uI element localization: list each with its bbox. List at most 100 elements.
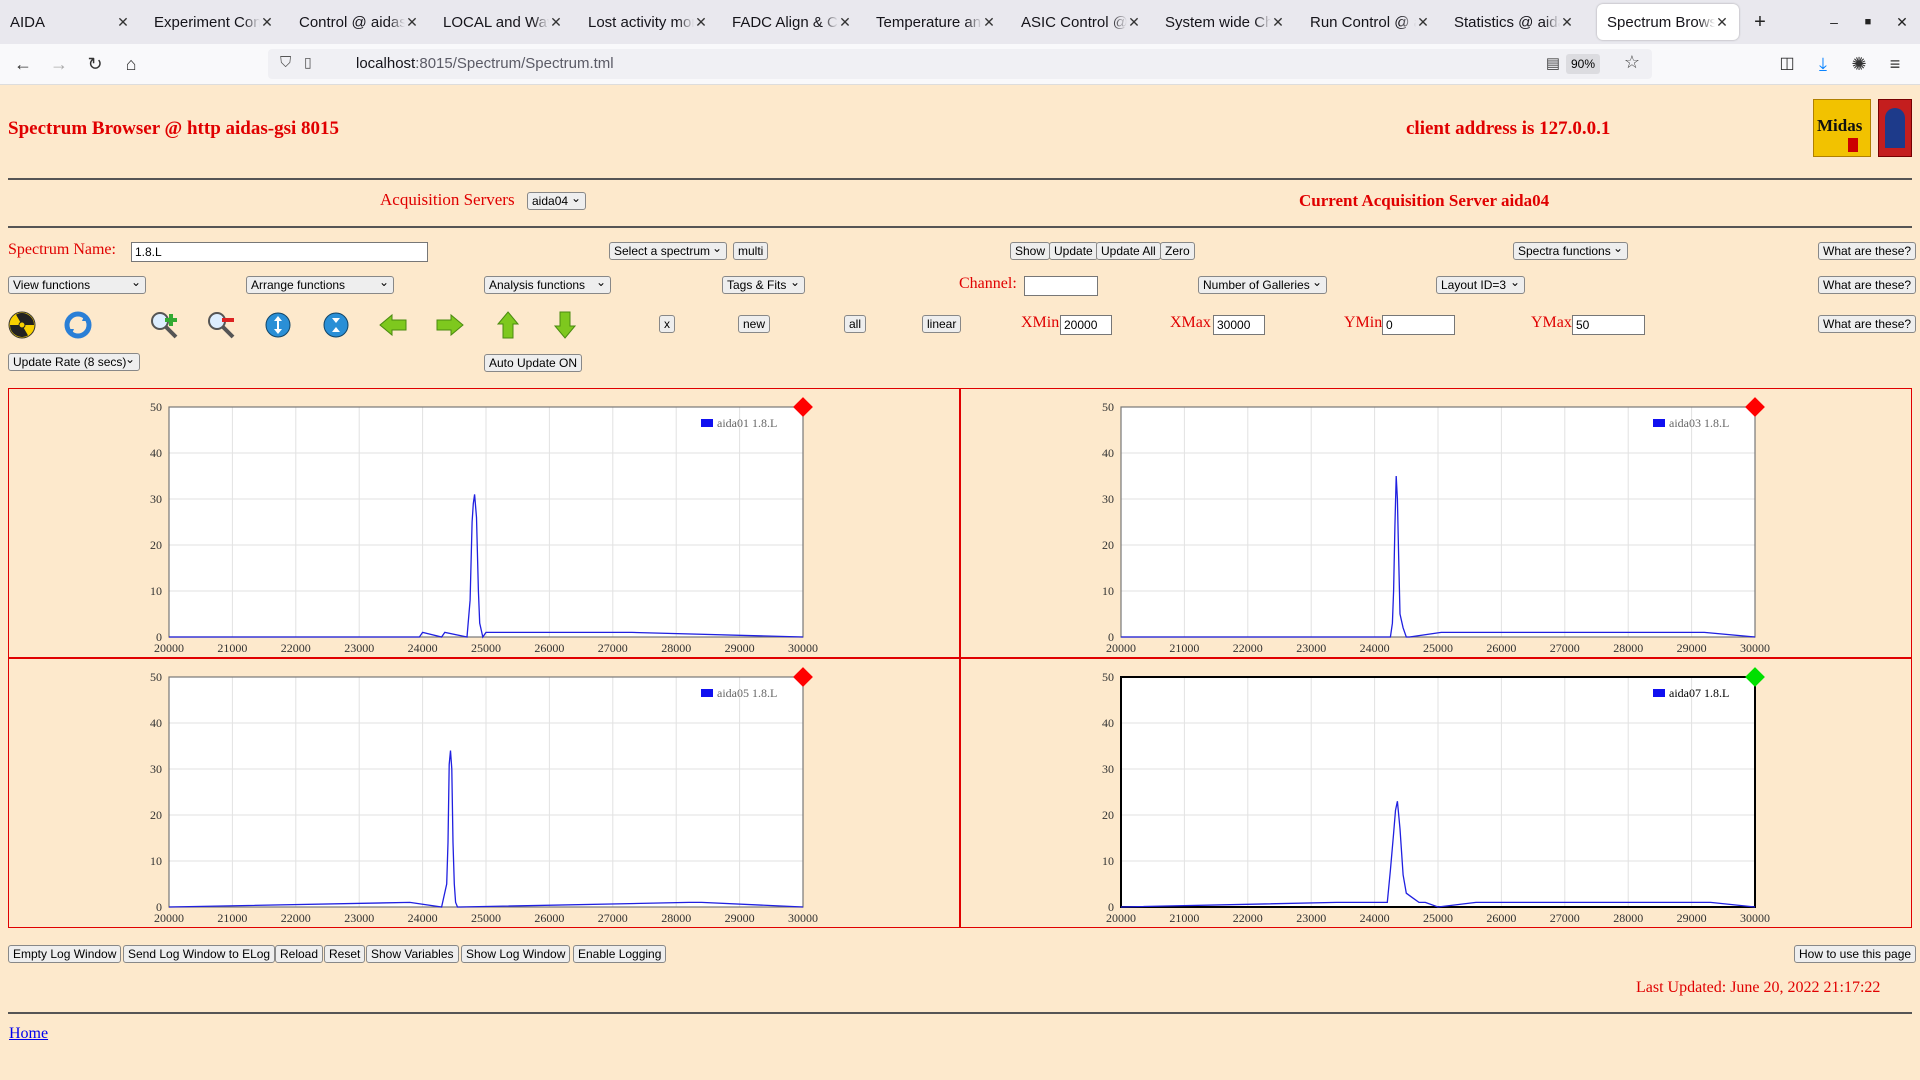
ymax-input[interactable]: 50 <box>1572 315 1645 335</box>
spectrum-chart[interactable]: 20000 21000 22000 23000 24000 25000 26000 27000… <box>961 389 1911 657</box>
close-tab-icon[interactable]: ✕ <box>695 13 707 30</box>
back-icon[interactable]: ← <box>14 54 32 74</box>
tab-2[interactable]: Experiment Control✕ <box>144 4 284 40</box>
ymin-input[interactable]: 0 <box>1382 315 1455 335</box>
maximize-icon[interactable]: ■ <box>1864 16 1872 28</box>
what-are-these-button[interactable]: What are these? <box>1818 276 1917 294</box>
forward-icon[interactable]: → <box>50 54 68 74</box>
expand-y-icon[interactable] <box>263 310 293 340</box>
close-tab-icon[interactable]: ✕ <box>261 13 273 30</box>
arrange-functions-dropdown[interactable]: Arrange functions <box>246 274 394 294</box>
channel-input[interactable] <box>1024 276 1098 296</box>
select-spectrum-dropdown[interactable]: Select a spectrum <box>609 240 727 260</box>
close-tab-icon[interactable]: ✕ <box>406 13 418 30</box>
update-all-button[interactable]: Update All <box>1096 242 1161 260</box>
tab-10[interactable]: Run Control @ aidas✕ <box>1300 4 1440 40</box>
close-window-icon[interactable]: ✕ <box>1896 14 1908 30</box>
minimize-icon[interactable]: – <box>1830 14 1838 30</box>
view-functions-dropdown[interactable]: View functions <box>8 274 146 294</box>
reset-button[interactable]: Reset <box>324 945 366 963</box>
spectrum-chart[interactable]: 20000 21000 22000 23000 24000 25000 26000 27000… <box>961 659 1911 927</box>
bookmark-star-icon[interactable]: ☆ <box>1623 52 1640 72</box>
show-log-window-button[interactable]: Show Log Window <box>461 945 571 963</box>
how-to-use-button[interactable]: How to use this page <box>1794 945 1917 963</box>
auto-update-button[interactable]: Auto Update ON <box>484 354 583 372</box>
x-tick-label: 26000 <box>1486 641 1516 655</box>
update-button[interactable]: Update <box>1049 242 1098 260</box>
tab-12[interactable]: Spectrum Browser✕ <box>1597 4 1739 40</box>
xmax-input[interactable]: 30000 <box>1213 315 1265 335</box>
tags-fits-dropdown[interactable]: Tags & Fits <box>722 274 805 294</box>
pocket-icon[interactable]: ◫ <box>1779 55 1795 72</box>
close-tab-icon[interactable]: ✕ <box>1417 13 1429 30</box>
tab-11[interactable]: Statistics @ aidas-gsi✕ <box>1444 4 1584 40</box>
empty-log-button[interactable]: Empty Log Window <box>8 945 122 963</box>
send-log-elog-button[interactable]: Send Log Window to ELog <box>123 945 276 963</box>
zoom-in-icon[interactable] <box>149 310 179 340</box>
what-are-these-button[interactable]: What are these? <box>1818 315 1917 333</box>
tab-4[interactable]: LOCAL and Waveform✕ <box>433 4 573 40</box>
menu-icon[interactable]: ≡ <box>1889 54 1901 74</box>
spectrum-panel[interactable]: 20000 21000 22000 23000 24000 25000 26000 27000… <box>8 658 960 928</box>
what-are-these-button[interactable]: What are these? <box>1818 242 1917 260</box>
close-tab-icon[interactable]: ✕ <box>1128 13 1140 30</box>
close-tab-icon[interactable]: ✕ <box>1561 13 1573 30</box>
number-of-galleries-dropdown[interactable]: Number of Galleries <box>1198 274 1327 294</box>
multi-button[interactable]: multi <box>733 242 769 260</box>
spectrum-panel[interactable]: 20000 21000 22000 23000 24000 25000 26000 27000… <box>960 388 1912 658</box>
x-tick-label: 24000 <box>408 641 438 655</box>
radiation-icon[interactable] <box>7 310 37 340</box>
layout-dropdown[interactable]: Layout ID=3 <box>1436 274 1525 294</box>
reload-icon[interactable]: ↻ <box>87 54 103 74</box>
all-button[interactable]: all <box>844 315 867 333</box>
close-tab-icon[interactable]: ✕ <box>117 13 129 30</box>
url-bar[interactable]: ⛉ ▯ localhost:8015/Spectrum/Spectrum.tml… <box>268 49 1652 79</box>
refresh-icon[interactable] <box>63 310 93 340</box>
arrow-left-icon[interactable] <box>378 310 408 340</box>
arrow-right-icon[interactable] <box>435 310 465 340</box>
zoom-level[interactable]: 90% <box>1566 54 1600 74</box>
enable-logging-button[interactable]: Enable Logging <box>573 945 667 963</box>
spectra-functions-dropdown[interactable]: Spectra functions <box>1513 240 1628 260</box>
spectrum-chart[interactable]: 20000 21000 22000 23000 24000 25000 26000 27000… <box>9 659 959 927</box>
close-tab-icon[interactable]: ✕ <box>1272 13 1284 30</box>
new-button[interactable]: new <box>738 315 771 333</box>
tab-1[interactable]: AIDA ✕ <box>0 4 140 40</box>
close-tab-icon[interactable]: ✕ <box>1716 13 1728 30</box>
home-icon[interactable]: ⌂ <box>125 54 137 74</box>
update-rate-dropdown[interactable]: Update Rate (8 secs) <box>8 351 140 371</box>
show-variables-button[interactable]: Show Variables <box>366 945 459 963</box>
close-tab-icon[interactable]: ✕ <box>550 13 562 30</box>
close-tab-icon[interactable]: ✕ <box>839 13 851 30</box>
y-tick-label: 20 <box>1102 808 1114 822</box>
reader-view-icon[interactable]: ▤ <box>1545 55 1560 72</box>
xmin-input[interactable]: 20000 <box>1060 315 1112 335</box>
close-tab-icon[interactable]: ✕ <box>983 13 995 30</box>
arrow-up-icon[interactable] <box>493 310 523 340</box>
extensions-icon[interactable]: ✺ <box>1851 54 1867 74</box>
spectrum-panel[interactable]: 20000 21000 22000 23000 24000 25000 26000 27000… <box>960 658 1912 928</box>
tab-8[interactable]: ASIC Control @ aidas✕ <box>1011 4 1151 40</box>
new-tab-button[interactable]: + <box>1754 11 1766 33</box>
tab-5[interactable]: Lost activity monitor✕ <box>578 4 718 40</box>
spectrum-chart[interactable]: 20000 21000 22000 23000 24000 25000 26000 27000… <box>9 389 959 657</box>
show-button[interactable]: Show <box>1010 242 1051 260</box>
tab-3[interactable]: Control @ aidas-gsi✕ <box>289 4 429 40</box>
tab-6[interactable]: FADC Align & Control✕ <box>722 4 862 40</box>
zoom-out-icon[interactable] <box>206 310 236 340</box>
spectrum-panel[interactable]: 20000 21000 22000 23000 24000 25000 26000 27000… <box>8 388 960 658</box>
zero-button[interactable]: Zero <box>1160 242 1195 260</box>
linear-button[interactable]: linear <box>922 315 962 333</box>
spectrum-name-input[interactable]: 1.8.L <box>131 242 428 262</box>
tab-7[interactable]: Temperature and Status✕ <box>866 4 1006 40</box>
acquisition-server-select[interactable]: aida04 <box>527 190 586 210</box>
ymin-label: YMin <box>1344 314 1383 331</box>
compress-y-icon[interactable] <box>321 310 351 340</box>
tab-9[interactable]: System wide Checks✕ <box>1155 4 1295 40</box>
analysis-functions-dropdown[interactable]: Analysis functions <box>484 274 611 294</box>
home-link[interactable]: Home <box>9 1025 49 1042</box>
arrow-down-icon[interactable] <box>550 310 580 340</box>
reload-button[interactable]: Reload <box>275 945 324 963</box>
x-button[interactable]: x <box>659 315 675 333</box>
downloads-icon[interactable]: ⤓ <box>1819 54 1827 74</box>
